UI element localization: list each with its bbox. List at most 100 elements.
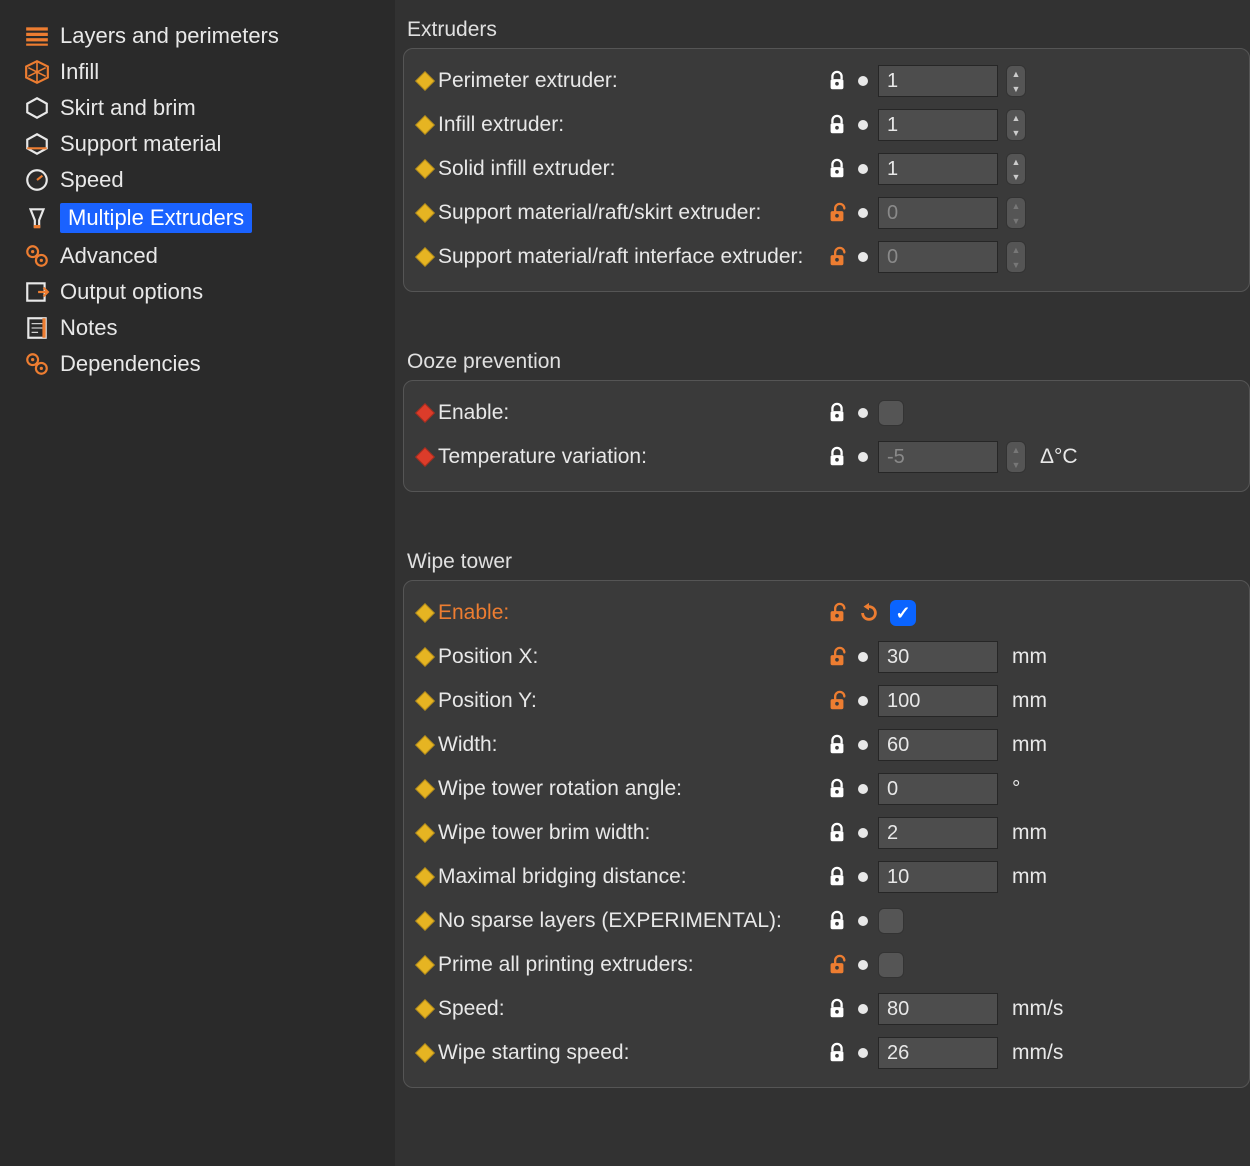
stepper-down-icon[interactable]: ▼ bbox=[1007, 169, 1025, 184]
lock-icon[interactable] bbox=[826, 645, 848, 669]
stepper-up-icon[interactable]: ▲ bbox=[1007, 66, 1025, 81]
sidebar-item-infill[interactable]: Infill bbox=[20, 54, 395, 90]
stepper[interactable]: ▲▼ bbox=[1006, 241, 1026, 273]
sidebar-item-layers[interactable]: Layers and perimeters bbox=[20, 18, 395, 54]
sidebar-item-support[interactable]: Support material bbox=[20, 126, 395, 162]
setting-controls: mm/s bbox=[826, 993, 1063, 1025]
number-input[interactable] bbox=[878, 641, 998, 673]
stepper-up-icon[interactable]: ▲ bbox=[1007, 154, 1025, 169]
bullet-icon bbox=[415, 72, 435, 92]
lock-icon[interactable] bbox=[826, 201, 848, 225]
unit-label: mm/s bbox=[1008, 1041, 1063, 1065]
stepper-up-icon[interactable]: ▲ bbox=[1007, 110, 1025, 125]
checkbox[interactable] bbox=[878, 908, 904, 934]
setting-row: Wipe tower rotation angle:° bbox=[418, 767, 1235, 811]
stepper-down-icon[interactable]: ▼ bbox=[1007, 457, 1025, 472]
sidebar-item-label: Output options bbox=[60, 279, 203, 305]
sidebar-item-output[interactable]: Output options bbox=[20, 274, 395, 310]
stepper[interactable]: ▲▼ bbox=[1006, 441, 1026, 473]
stepper[interactable]: ▲▼ bbox=[1006, 109, 1026, 141]
number-input[interactable] bbox=[878, 685, 998, 717]
lock-icon[interactable] bbox=[826, 733, 848, 757]
lock-icon[interactable] bbox=[826, 601, 848, 625]
output-icon bbox=[24, 279, 50, 305]
stepper-down-icon[interactable]: ▼ bbox=[1007, 213, 1025, 228]
sidebar-item-label: Speed bbox=[60, 167, 124, 193]
setting-row: Support material/raft interface extruder… bbox=[418, 235, 1235, 279]
setting-label: Position Y: bbox=[438, 688, 537, 713]
setting-label: Support material/raft/skirt extruder: bbox=[438, 200, 761, 225]
stepper-up-icon[interactable]: ▲ bbox=[1007, 242, 1025, 257]
setting-label: Wipe tower rotation angle: bbox=[438, 776, 682, 801]
lock-icon[interactable] bbox=[826, 445, 848, 469]
setting-controls: ✓ bbox=[826, 600, 916, 626]
lock-icon[interactable] bbox=[826, 245, 848, 269]
number-input[interactable] bbox=[878, 773, 998, 805]
setting-label: Width: bbox=[438, 732, 498, 757]
sidebar-item-label: Support material bbox=[60, 131, 221, 157]
lock-icon[interactable] bbox=[826, 909, 848, 933]
stepper-up-icon[interactable]: ▲ bbox=[1007, 442, 1025, 457]
lock-icon[interactable] bbox=[826, 953, 848, 977]
lock-icon[interactable] bbox=[826, 777, 848, 801]
status-dot-icon bbox=[858, 696, 868, 706]
sidebar-item-speed[interactable]: Speed bbox=[20, 162, 395, 198]
number-input[interactable] bbox=[878, 109, 998, 141]
number-input[interactable] bbox=[878, 65, 998, 97]
number-input[interactable] bbox=[878, 1037, 998, 1069]
section-title: Extruders bbox=[403, 0, 1250, 48]
unit-label: mm bbox=[1008, 821, 1047, 845]
setting-row: Speed:mm/s bbox=[418, 987, 1235, 1031]
number-input[interactable] bbox=[878, 153, 998, 185]
stepper-down-icon[interactable]: ▼ bbox=[1007, 257, 1025, 272]
status-dot-icon bbox=[858, 452, 868, 462]
number-input[interactable] bbox=[878, 441, 998, 473]
sidebar-item-multi[interactable]: Multiple Extruders bbox=[20, 198, 395, 238]
bullet-icon bbox=[415, 780, 435, 800]
status-dot-icon bbox=[858, 252, 868, 262]
number-input[interactable] bbox=[878, 861, 998, 893]
number-input[interactable] bbox=[878, 993, 998, 1025]
stepper-down-icon[interactable]: ▼ bbox=[1007, 125, 1025, 140]
section-title: Wipe tower bbox=[403, 532, 1250, 580]
lock-icon[interactable] bbox=[826, 821, 848, 845]
main-panel: ExtrudersPerimeter extruder:▲▼Infill ext… bbox=[395, 0, 1250, 1166]
undo-icon[interactable] bbox=[858, 602, 880, 624]
stepper[interactable]: ▲▼ bbox=[1006, 153, 1026, 185]
sidebar-item-advanced[interactable]: Advanced bbox=[20, 238, 395, 274]
checkbox[interactable] bbox=[878, 952, 904, 978]
sidebar-item-skirt[interactable]: Skirt and brim bbox=[20, 90, 395, 126]
lock-icon[interactable] bbox=[826, 113, 848, 137]
sidebar-item-notes[interactable]: Notes bbox=[20, 310, 395, 346]
sidebar-item-deps[interactable]: Dependencies bbox=[20, 346, 395, 382]
number-input[interactable] bbox=[878, 729, 998, 761]
number-input[interactable] bbox=[878, 197, 998, 229]
lock-icon[interactable] bbox=[826, 69, 848, 93]
unit-label: mm bbox=[1008, 733, 1047, 757]
stepper-up-icon[interactable]: ▲ bbox=[1007, 198, 1025, 213]
layers-icon bbox=[24, 23, 50, 49]
checkbox[interactable] bbox=[878, 400, 904, 426]
lock-icon[interactable] bbox=[826, 865, 848, 889]
lock-icon[interactable] bbox=[826, 997, 848, 1021]
lock-icon[interactable] bbox=[826, 689, 848, 713]
stepper[interactable]: ▲▼ bbox=[1006, 65, 1026, 97]
setting-row: Position Y:mm bbox=[418, 679, 1235, 723]
setting-row: Width: mm bbox=[418, 723, 1235, 767]
bullet-icon bbox=[415, 868, 435, 888]
status-dot-icon bbox=[858, 208, 868, 218]
setting-controls: mm/s bbox=[826, 1037, 1063, 1069]
stepper[interactable]: ▲▼ bbox=[1006, 197, 1026, 229]
status-dot-icon bbox=[858, 872, 868, 882]
bullet-icon bbox=[415, 648, 435, 668]
stepper-down-icon[interactable]: ▼ bbox=[1007, 81, 1025, 96]
lock-icon[interactable] bbox=[826, 1041, 848, 1065]
lock-icon[interactable] bbox=[826, 157, 848, 181]
checkbox[interactable]: ✓ bbox=[890, 600, 916, 626]
number-input[interactable] bbox=[878, 817, 998, 849]
status-dot-icon bbox=[858, 740, 868, 750]
sidebar-item-label: Skirt and brim bbox=[60, 95, 196, 121]
number-input[interactable] bbox=[878, 241, 998, 273]
setting-controls: mm bbox=[826, 641, 1047, 673]
lock-icon[interactable] bbox=[826, 401, 848, 425]
